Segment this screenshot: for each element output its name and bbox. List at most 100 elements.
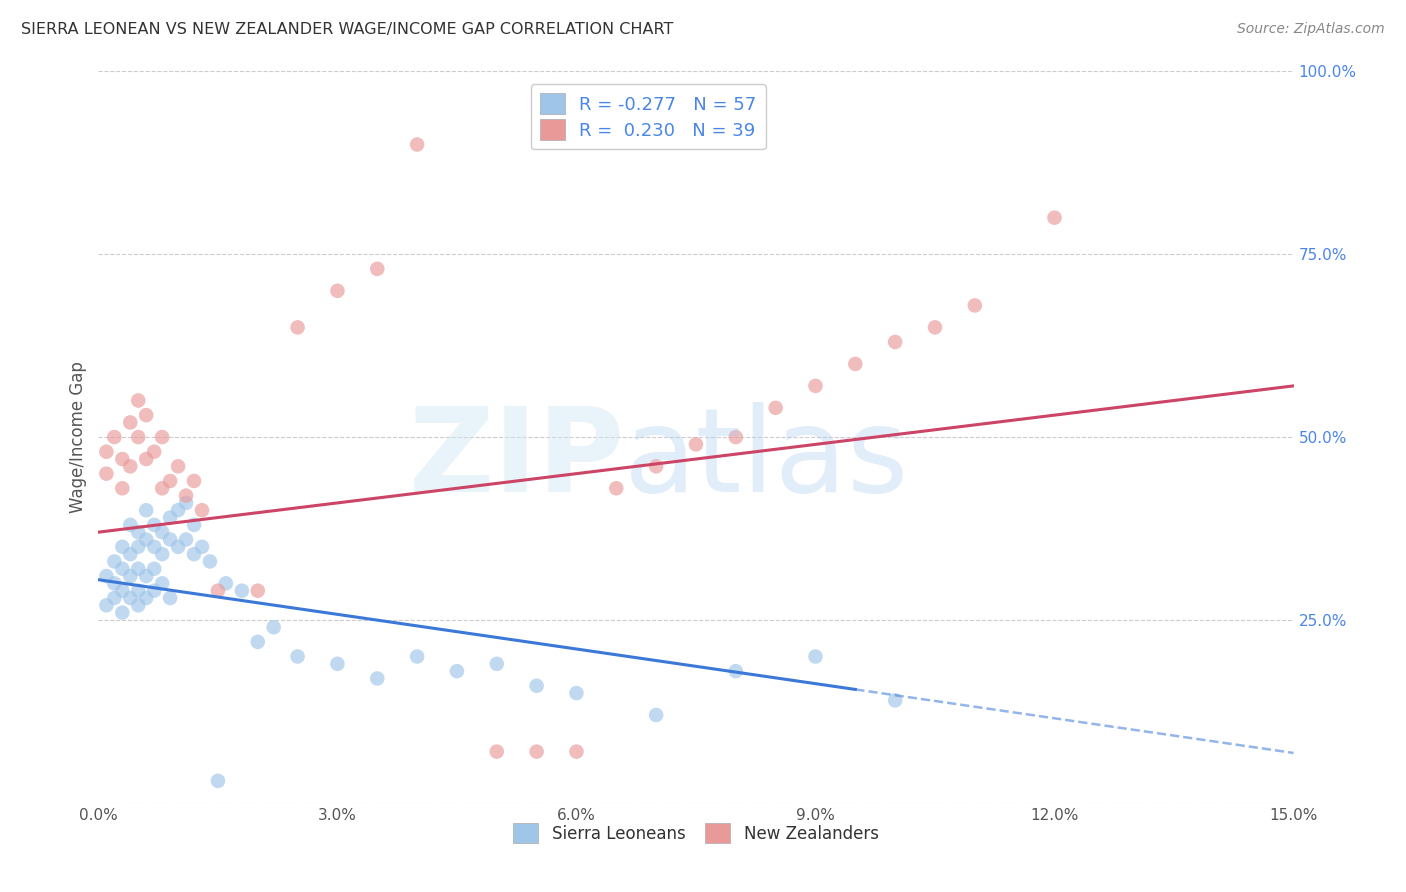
Point: [246, 583, 269, 598]
Point: [844, 357, 866, 371]
Point: [446, 664, 468, 678]
Text: atlas: atlas: [624, 401, 910, 516]
Point: [263, 620, 285, 634]
Point: [159, 510, 181, 524]
Point: [127, 540, 149, 554]
Point: [143, 583, 166, 598]
Point: [724, 664, 747, 678]
Point: [804, 379, 827, 393]
Point: [120, 591, 142, 605]
Point: [143, 562, 166, 576]
Point: [183, 474, 205, 488]
Point: [565, 686, 588, 700]
Legend: Sierra Leoneans, New Zealanders: Sierra Leoneans, New Zealanders: [506, 817, 886, 849]
Point: [167, 503, 190, 517]
Point: [406, 137, 429, 152]
Point: [143, 540, 166, 554]
Point: [246, 635, 269, 649]
Point: [326, 284, 349, 298]
Point: [96, 444, 118, 458]
Point: [287, 649, 309, 664]
Point: [150, 430, 173, 444]
Point: [111, 562, 134, 576]
Point: [96, 599, 118, 613]
Point: [167, 459, 190, 474]
Point: [150, 547, 173, 561]
Point: [135, 533, 157, 547]
Point: [565, 745, 588, 759]
Point: [135, 569, 157, 583]
Point: [150, 481, 173, 495]
Point: [103, 576, 125, 591]
Point: [287, 320, 309, 334]
Point: [605, 481, 627, 495]
Point: [96, 467, 118, 481]
Point: [406, 649, 429, 664]
Point: [127, 525, 149, 540]
Point: [183, 547, 205, 561]
Point: [685, 437, 707, 451]
Point: [765, 401, 787, 415]
Point: [159, 474, 181, 488]
Point: [135, 503, 157, 517]
Point: [120, 459, 142, 474]
Point: [207, 583, 229, 598]
Point: [1043, 211, 1066, 225]
Point: [366, 672, 388, 686]
Point: [645, 708, 668, 723]
Point: [884, 334, 907, 349]
Point: [127, 562, 149, 576]
Point: [96, 569, 118, 583]
Point: [120, 416, 142, 430]
Point: [120, 569, 142, 583]
Point: [526, 679, 548, 693]
Point: [884, 693, 907, 707]
Point: [150, 525, 173, 540]
Point: [167, 540, 190, 554]
Text: ZIP: ZIP: [408, 401, 624, 516]
Point: [326, 657, 349, 671]
Point: [645, 459, 668, 474]
Point: [191, 503, 214, 517]
Point: [485, 657, 508, 671]
Point: [174, 489, 197, 503]
Point: [198, 554, 221, 568]
Point: [526, 745, 548, 759]
Point: [120, 547, 142, 561]
Point: [485, 745, 508, 759]
Point: [103, 430, 125, 444]
Text: Source: ZipAtlas.com: Source: ZipAtlas.com: [1237, 22, 1385, 37]
Point: [103, 591, 125, 605]
Point: [174, 496, 197, 510]
Point: [963, 298, 986, 312]
Point: [111, 481, 134, 495]
Point: [159, 591, 181, 605]
Point: [111, 540, 134, 554]
Point: [143, 517, 166, 532]
Point: [191, 540, 214, 554]
Point: [135, 591, 157, 605]
Point: [120, 517, 142, 532]
Point: [135, 408, 157, 422]
Point: [103, 554, 125, 568]
Point: [127, 583, 149, 598]
Point: [135, 452, 157, 467]
Point: [143, 444, 166, 458]
Point: [150, 576, 173, 591]
Point: [111, 606, 134, 620]
Point: [183, 517, 205, 532]
Point: [724, 430, 747, 444]
Point: [111, 583, 134, 598]
Point: [111, 452, 134, 467]
Y-axis label: Wage/Income Gap: Wage/Income Gap: [69, 361, 87, 513]
Point: [924, 320, 946, 334]
Point: [207, 773, 229, 788]
Point: [127, 599, 149, 613]
Point: [127, 393, 149, 408]
Point: [174, 533, 197, 547]
Point: [127, 430, 149, 444]
Text: SIERRA LEONEAN VS NEW ZEALANDER WAGE/INCOME GAP CORRELATION CHART: SIERRA LEONEAN VS NEW ZEALANDER WAGE/INC…: [21, 22, 673, 37]
Point: [231, 583, 253, 598]
Point: [804, 649, 827, 664]
Point: [159, 533, 181, 547]
